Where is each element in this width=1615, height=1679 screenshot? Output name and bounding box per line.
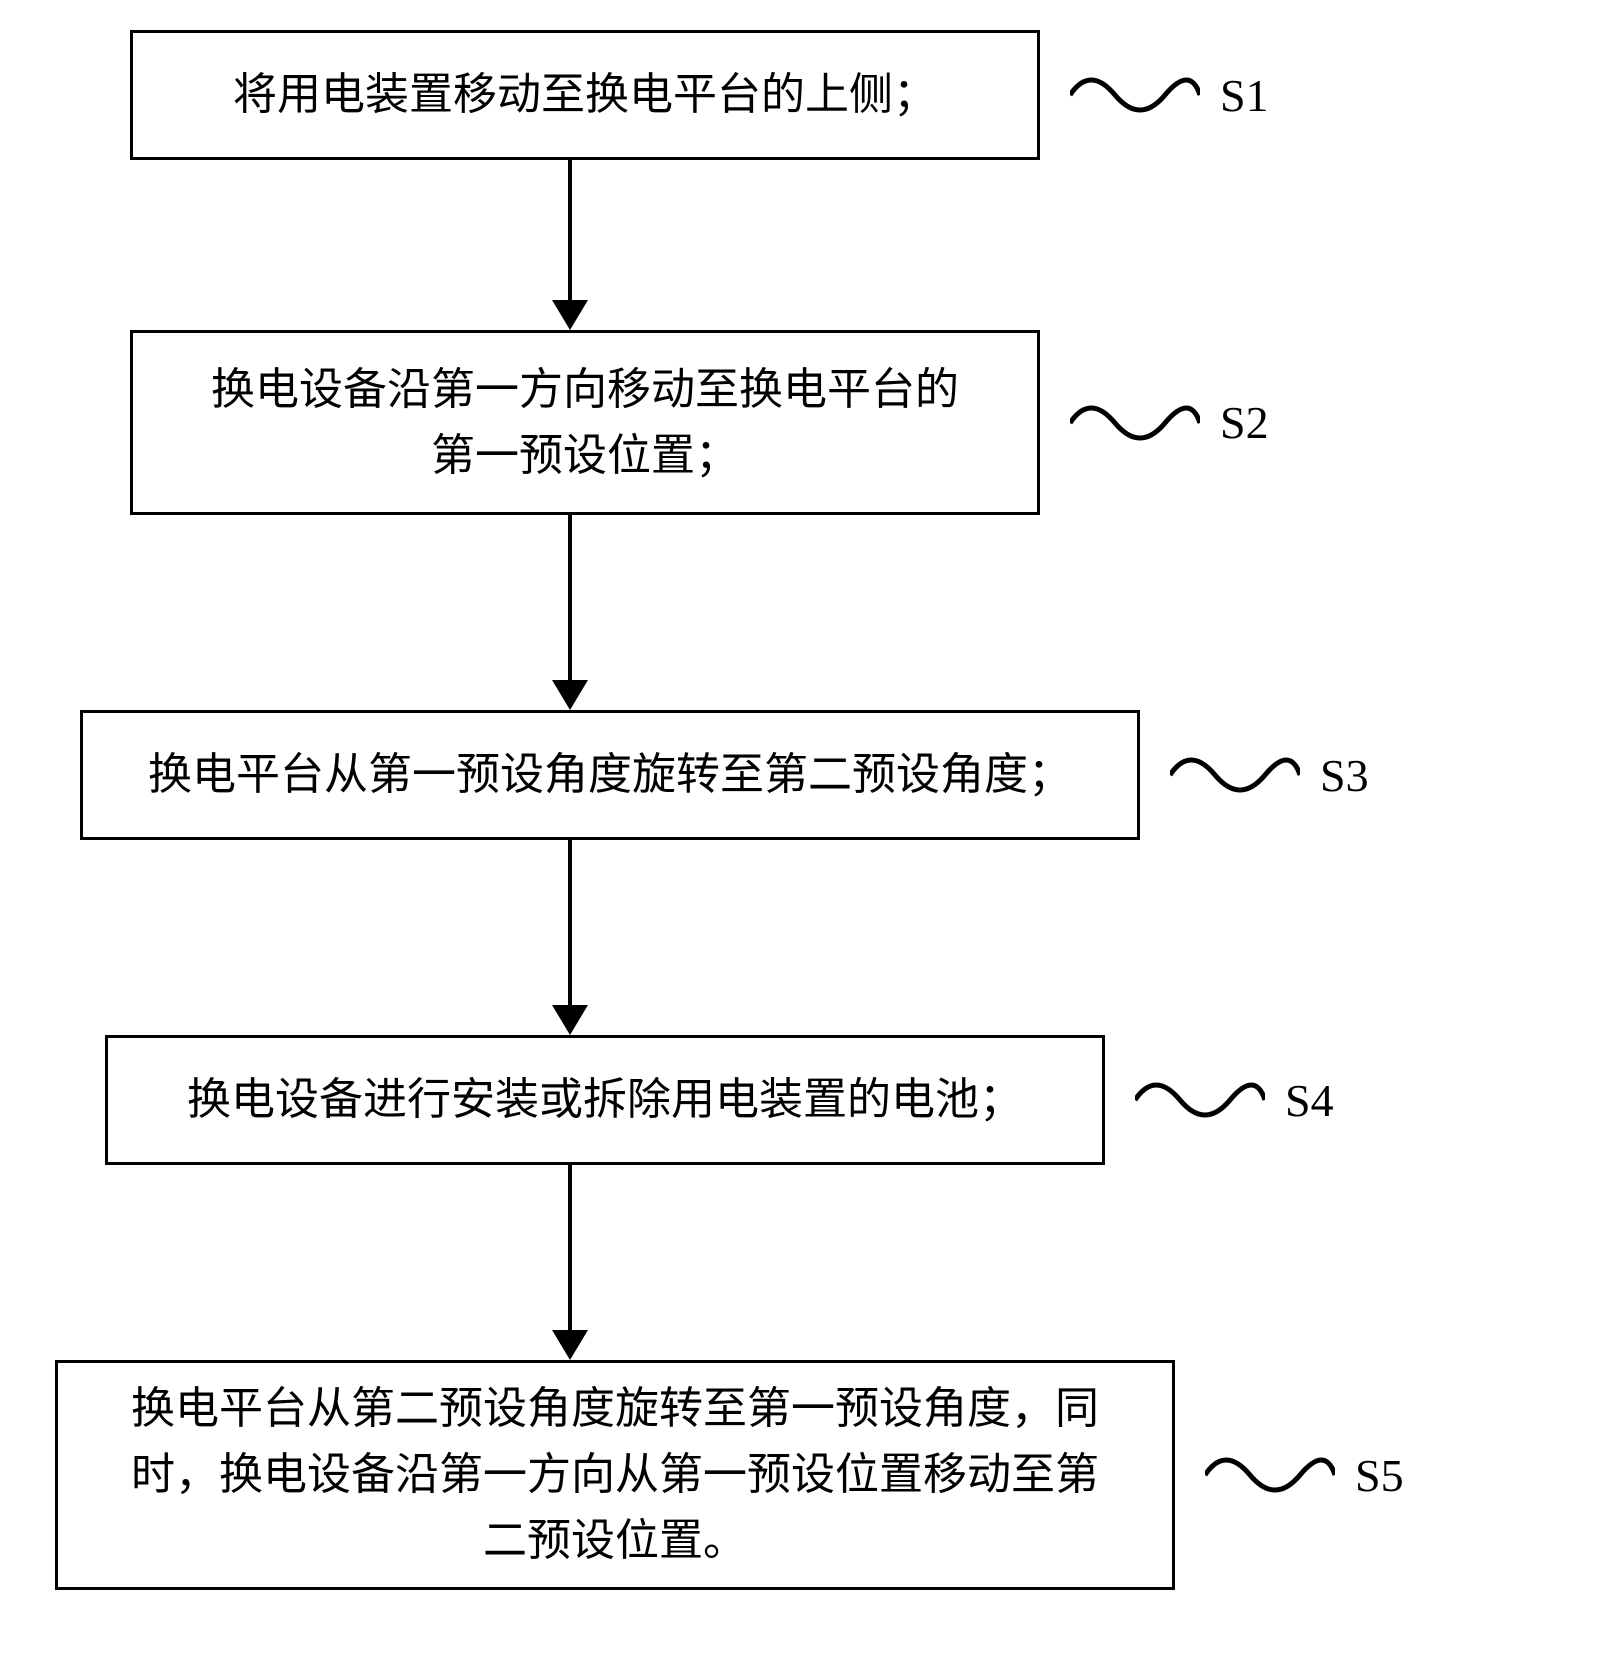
- step-label-row-s2: S2: [1070, 396, 1269, 449]
- arrow-s4-s5: [80, 1165, 1530, 1360]
- step-box-s2: 换电设备沿第一方向移动至换电平台的 第一预设位置；: [130, 330, 1040, 515]
- step-label-s2: S2: [1220, 396, 1269, 449]
- wave-connector-icon: [1135, 1075, 1265, 1125]
- step-label-row-s1: S1: [1070, 69, 1269, 122]
- flowchart-container: 将用电装置移动至换电平台的上侧； S1 换电设备沿第一方向移动至换电平台的 第一…: [80, 30, 1530, 1590]
- step-box-s3: 换电平台从第一预设角度旋转至第二预设角度；: [80, 710, 1140, 840]
- step-box-s4: 换电设备进行安装或拆除用电装置的电池；: [105, 1035, 1105, 1165]
- step-label-s1: S1: [1220, 69, 1269, 122]
- arrow-s2-s3: [80, 515, 1530, 710]
- step-label-row-s3: S3: [1170, 749, 1369, 802]
- wave-connector-icon: [1170, 750, 1300, 800]
- step-label-s3: S3: [1320, 749, 1369, 802]
- wave-connector-icon: [1070, 398, 1200, 448]
- step-row-s1: 将用电装置移动至换电平台的上侧； S1: [130, 30, 1530, 160]
- step-box-s1: 将用电装置移动至换电平台的上侧；: [130, 30, 1040, 160]
- step-text-s4: 换电设备进行安装或拆除用电装置的电池；: [187, 1067, 1023, 1133]
- step-label-row-s4: S4: [1135, 1074, 1334, 1127]
- step-text-s5: 换电平台从第二预设角度旋转至第一预设角度，同 时，换电设备沿第一方向从第一预设位…: [131, 1376, 1099, 1574]
- step-label-s4: S4: [1285, 1074, 1334, 1127]
- step-row-s3: 换电平台从第一预设角度旋转至第二预设角度； S3: [80, 710, 1530, 840]
- step-row-s5: 换电平台从第二预设角度旋转至第一预设角度，同 时，换电设备沿第一方向从第一预设位…: [55, 1360, 1530, 1590]
- wave-connector-icon: [1205, 1450, 1335, 1500]
- step-box-s5: 换电平台从第二预设角度旋转至第一预设角度，同 时，换电设备沿第一方向从第一预设位…: [55, 1360, 1175, 1590]
- step-label-s5: S5: [1355, 1449, 1404, 1502]
- arrow-s1-s2: [80, 160, 1530, 330]
- step-label-row-s5: S5: [1205, 1449, 1404, 1502]
- step-row-s4: 换电设备进行安装或拆除用电装置的电池； S4: [105, 1035, 1530, 1165]
- step-row-s2: 换电设备沿第一方向移动至换电平台的 第一预设位置； S2: [130, 330, 1530, 515]
- step-text-s2: 换电设备沿第一方向移动至换电平台的 第一预设位置；: [211, 357, 959, 489]
- step-text-s1: 将用电装置移动至换电平台的上侧；: [233, 62, 937, 128]
- arrow-s3-s4: [80, 840, 1530, 1035]
- wave-connector-icon: [1070, 70, 1200, 120]
- step-text-s3: 换电平台从第一预设角度旋转至第二预设角度；: [148, 742, 1072, 808]
